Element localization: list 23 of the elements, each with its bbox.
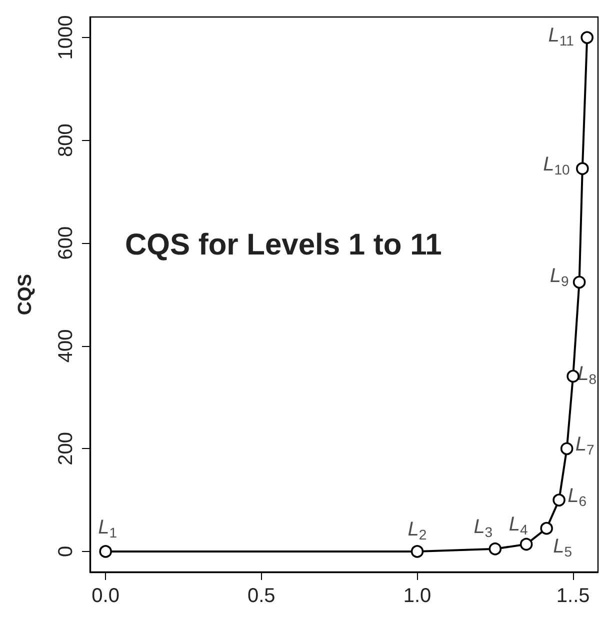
point — [572, 276, 586, 289]
point — [540, 522, 553, 535]
x-tick-label: 1..5 — [556, 585, 590, 607]
y-tick-label: 0 — [55, 546, 77, 558]
y-tick-label: 200 — [55, 432, 77, 466]
point — [560, 442, 574, 456]
point — [410, 545, 424, 558]
text: CQS for Levels 1 to 11 — [125, 228, 442, 262]
x-tick-label: 0.5 — [248, 585, 276, 607]
point — [576, 162, 589, 175]
point — [552, 494, 566, 506]
y-axis-title: CQS — [15, 274, 36, 316]
y-tick-label: 800 — [55, 124, 77, 158]
y-tick-label: 1000 — [55, 15, 77, 60]
point — [99, 545, 112, 558]
point — [488, 542, 502, 556]
y-tick-label: 600 — [55, 226, 77, 260]
x-tick-label: 1.0 — [403, 585, 432, 607]
point — [520, 538, 533, 551]
point — [580, 31, 594, 44]
point — [566, 370, 580, 383]
y-tick-label: 400 — [55, 329, 77, 363]
x-tick-label: 0.0 — [92, 585, 120, 607]
